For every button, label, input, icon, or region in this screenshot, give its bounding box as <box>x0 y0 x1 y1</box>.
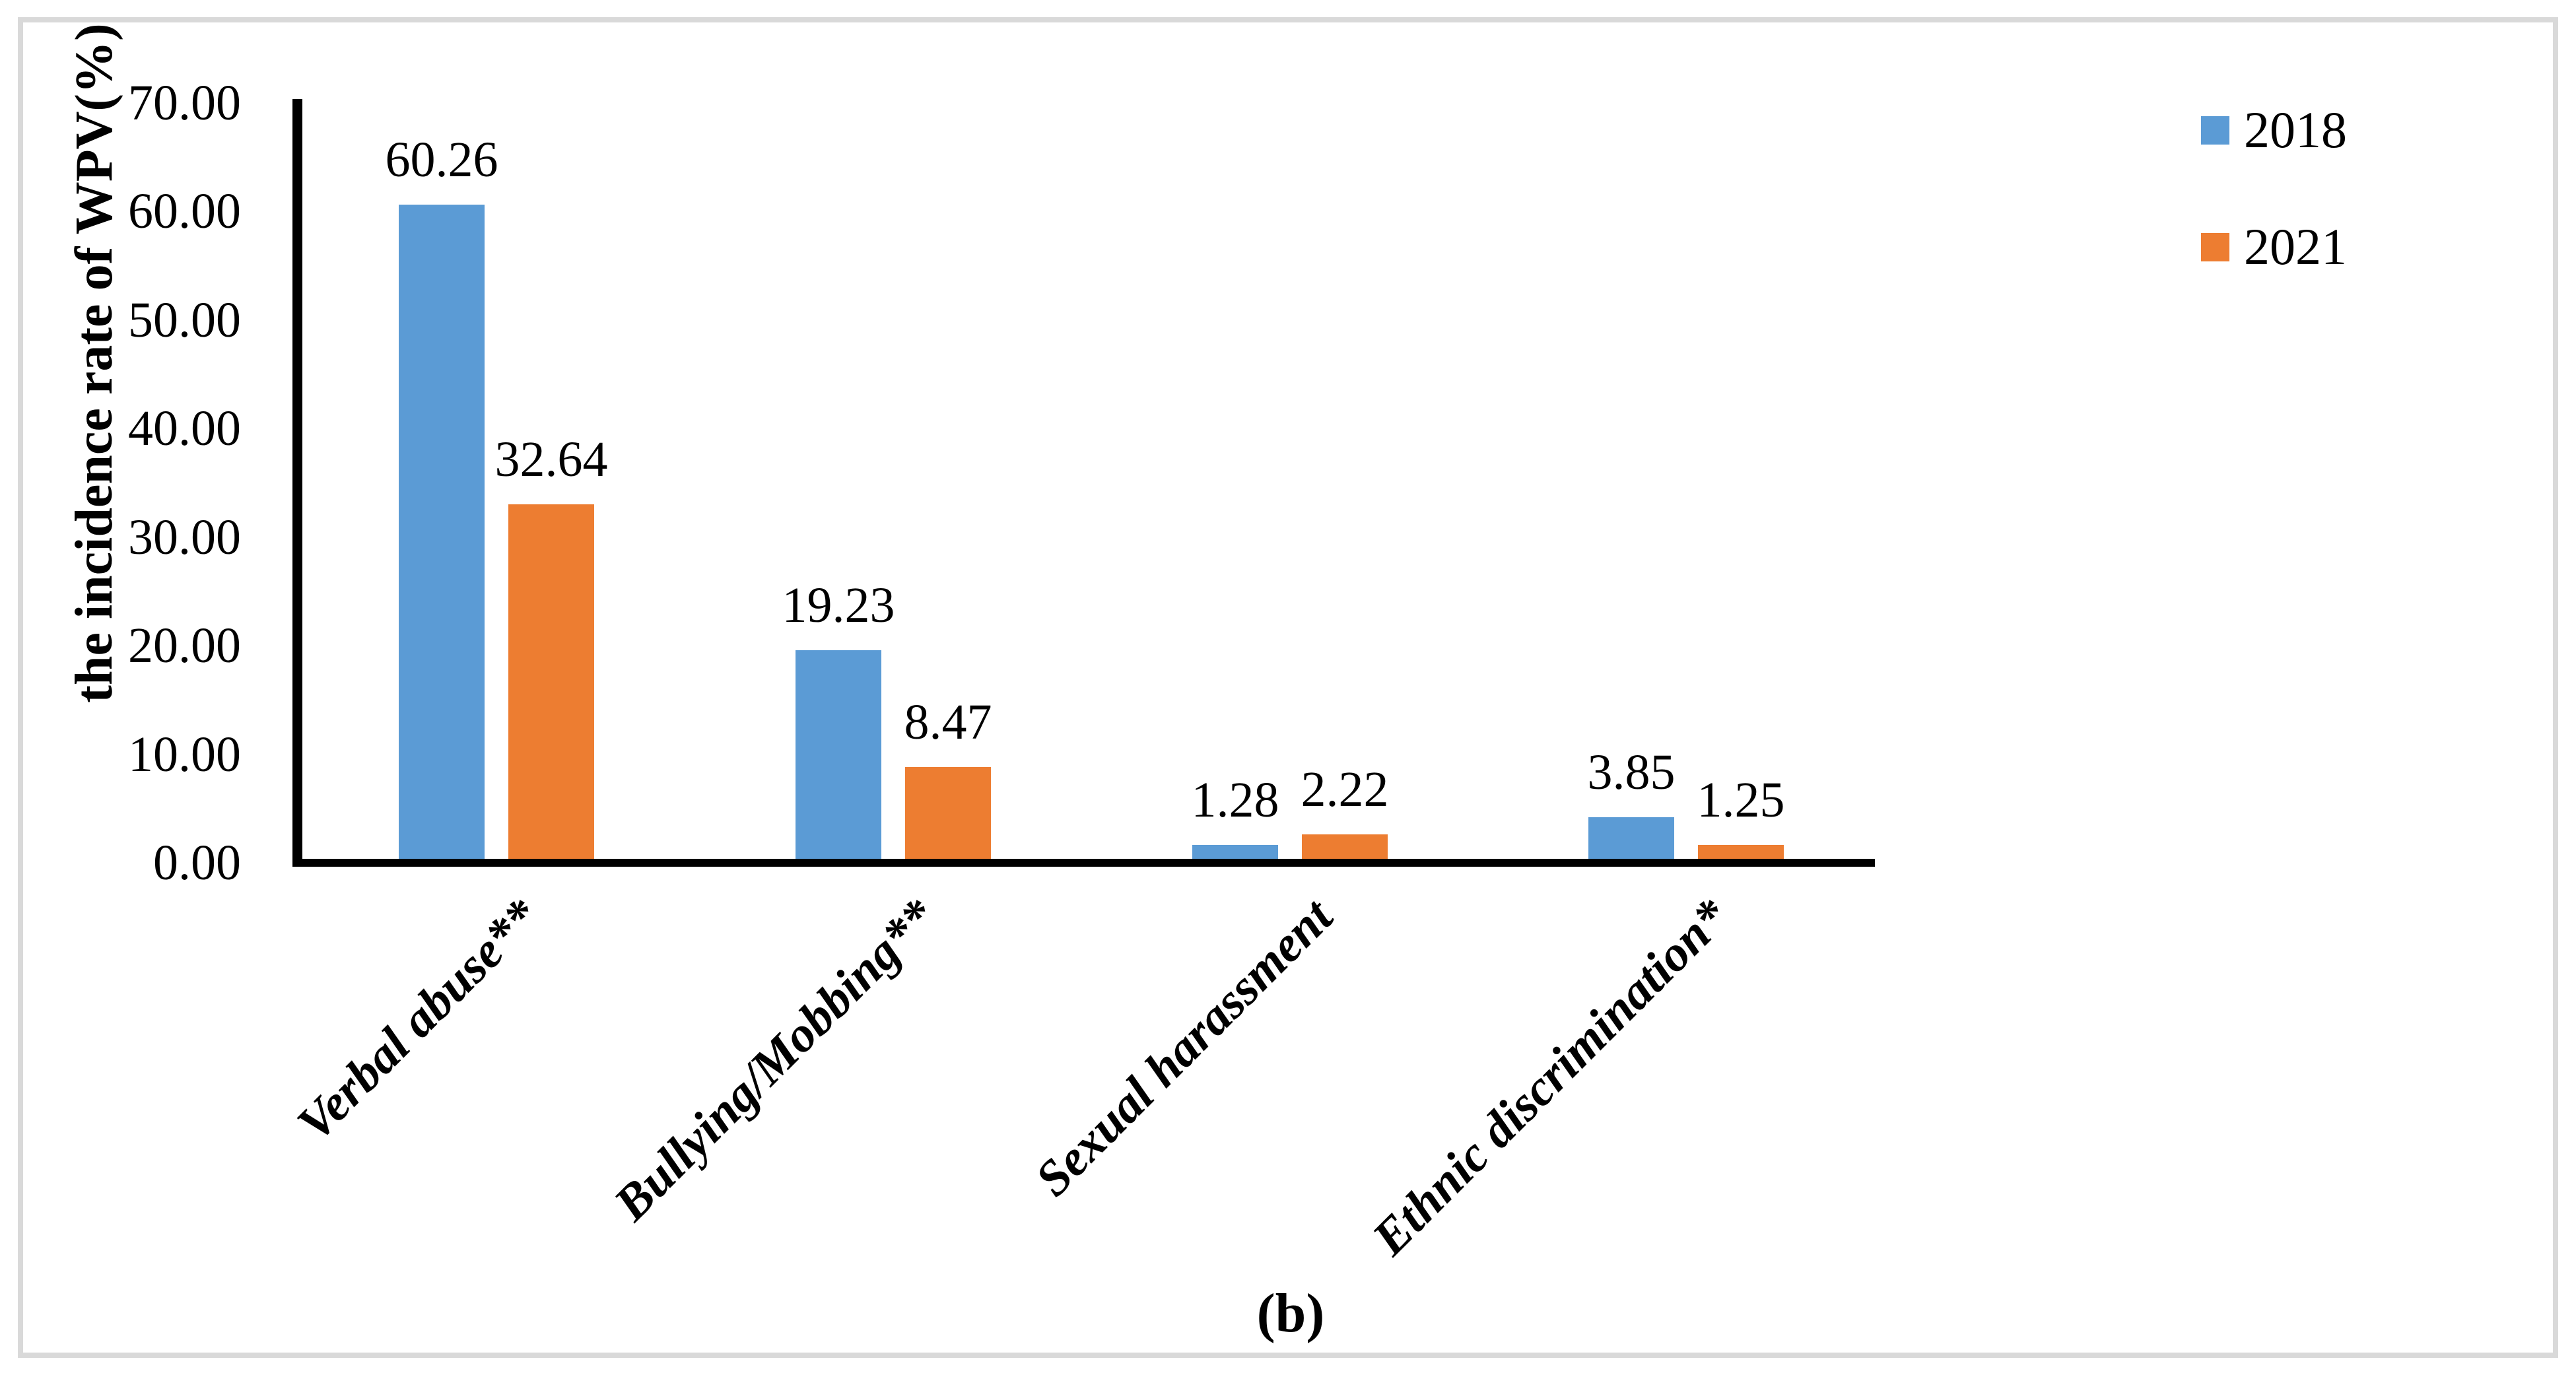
y-tick-label: 30.00 <box>128 510 241 565</box>
y-tick-label: 10.00 <box>128 727 241 782</box>
bar-2021 <box>508 504 594 859</box>
legend-swatch-icon <box>2201 116 2229 145</box>
legend-label: 2021 <box>2244 218 2347 275</box>
bar-value-label: 2.22 <box>1301 762 1389 817</box>
y-tick-label: 0.00 <box>153 835 241 890</box>
y-tick-label: 50.00 <box>128 292 241 348</box>
bar-value-label: 3.85 <box>1587 745 1676 800</box>
figure-caption: (b) <box>1256 1283 1325 1344</box>
bar-value-label: 32.64 <box>494 432 608 487</box>
bar-2021 <box>1302 834 1388 859</box>
bar-value-label: 1.28 <box>1191 772 1279 828</box>
bar-value-label: 8.47 <box>904 694 992 750</box>
bar-value-label: 60.26 <box>385 132 498 187</box>
bar-2018 <box>1192 845 1278 859</box>
y-tick-label: 40.00 <box>128 401 241 456</box>
y-tick-label: 70.00 <box>128 75 241 131</box>
bar-2018 <box>1588 817 1674 859</box>
bar-value-label: 19.23 <box>782 578 895 633</box>
x-axis-line <box>292 859 1875 867</box>
legend-swatch-icon <box>2201 232 2229 261</box>
bar-2018 <box>399 205 485 859</box>
legend-label: 2018 <box>2244 101 2347 158</box>
legend-item-2021: 2021 <box>2201 218 2347 275</box>
y-axis-line <box>292 99 302 867</box>
y-tick-label: 20.00 <box>128 618 241 673</box>
bar-2018 <box>796 650 881 859</box>
bar-2021 <box>905 767 991 859</box>
bar-value-label: 1.25 <box>1697 772 1785 828</box>
figure-border-frame <box>18 17 2558 1358</box>
y-tick-label: 60.00 <box>128 184 241 239</box>
bar-2021 <box>1698 845 1784 859</box>
legend-item-2018: 2018 <box>2201 102 2347 158</box>
